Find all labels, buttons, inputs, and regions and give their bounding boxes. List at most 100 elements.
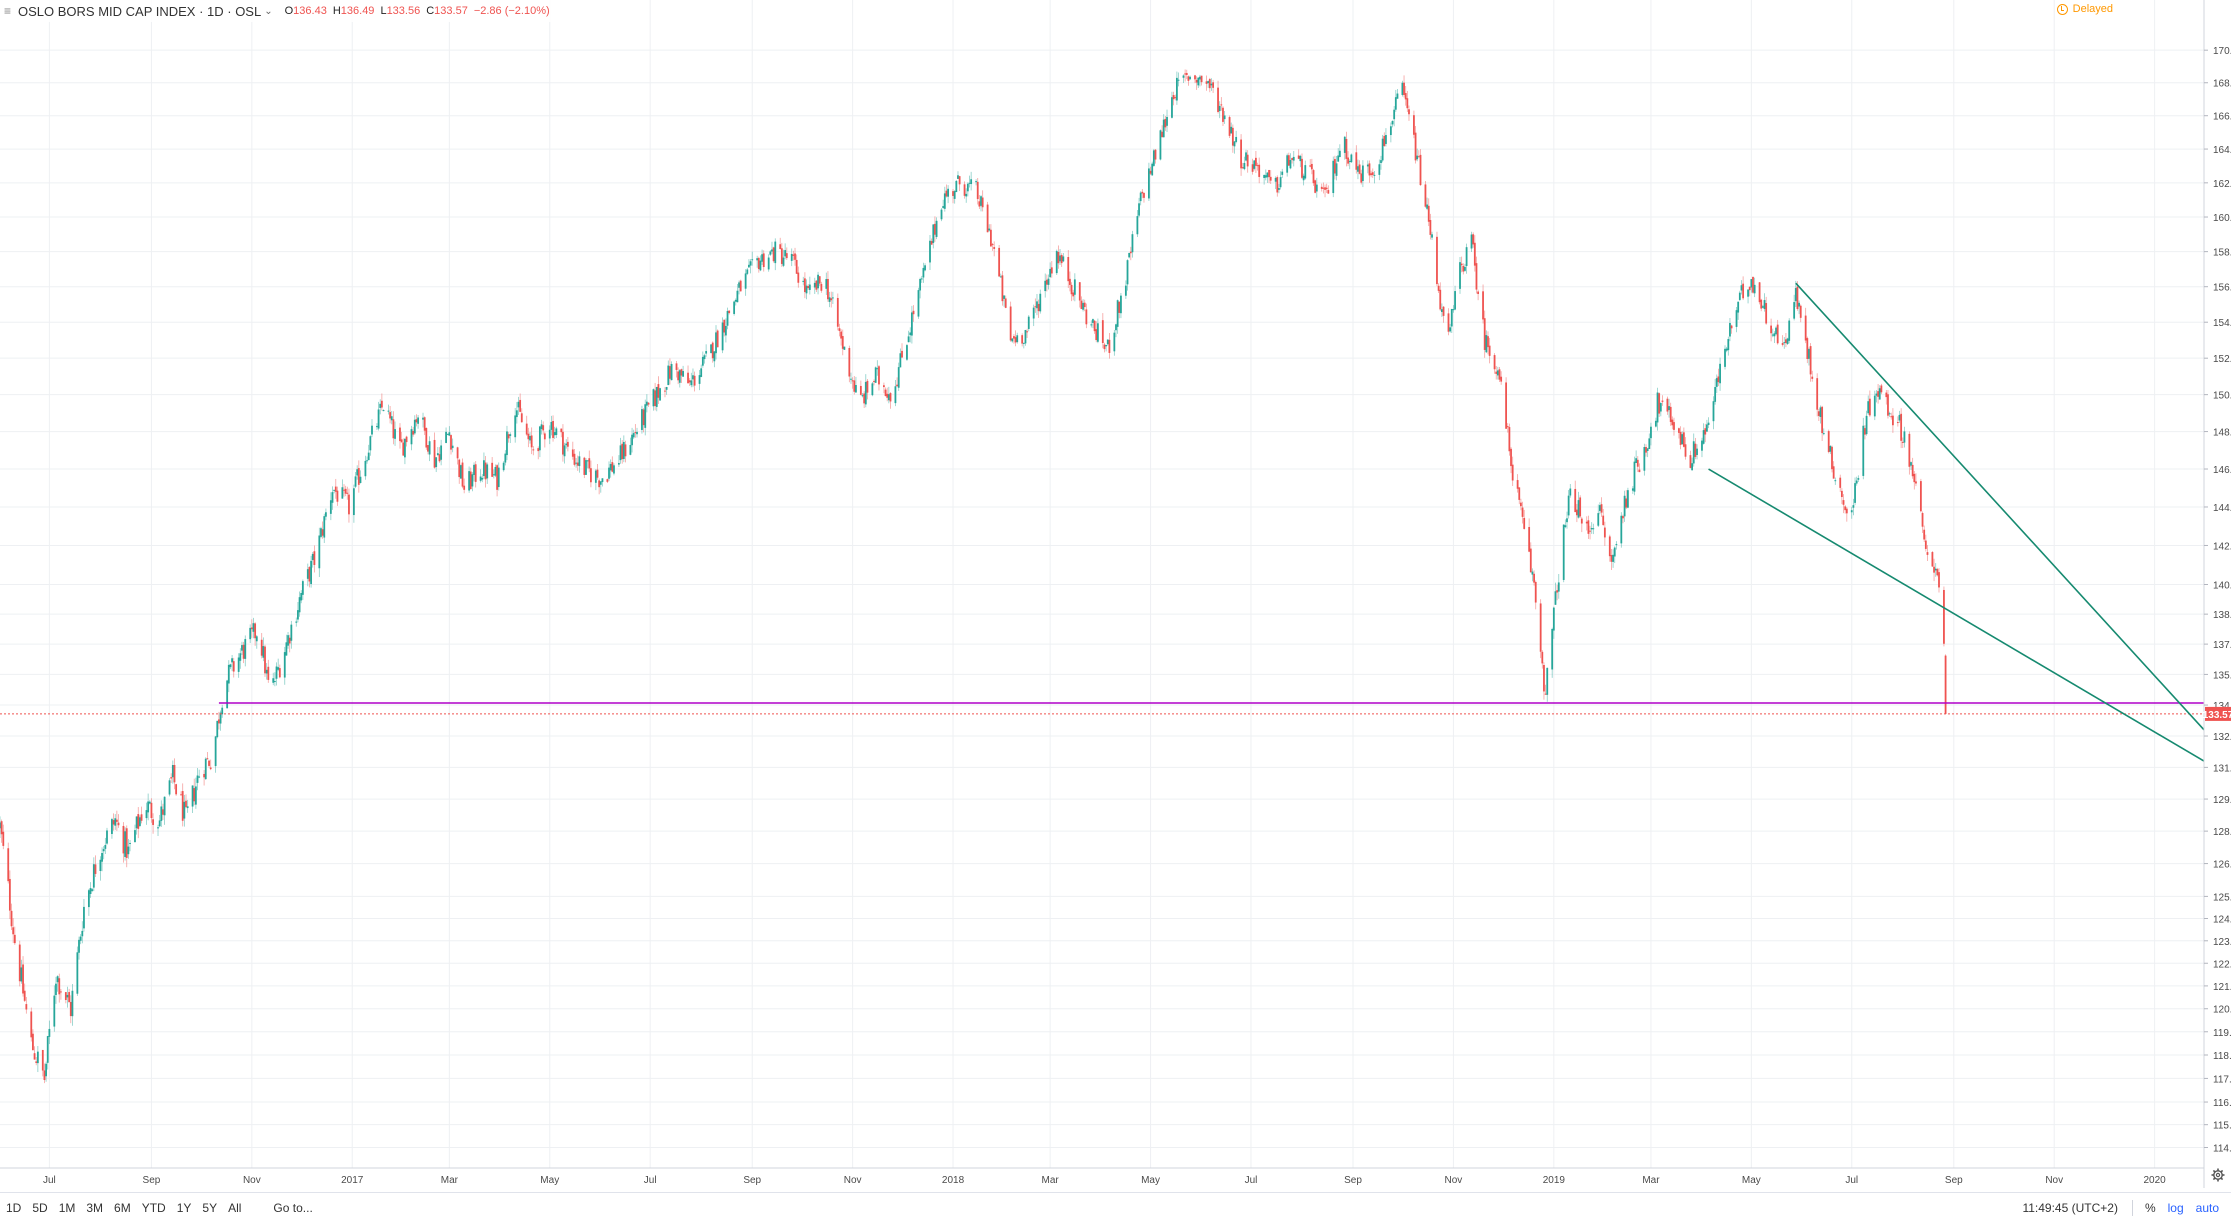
candle-body — [1310, 163, 1313, 170]
candle-body — [486, 464, 489, 479]
candle-body — [252, 623, 255, 632]
range-5d-button[interactable]: 5D — [32, 1200, 48, 1215]
clock-time[interactable]: 11:49:45 (UTC+2) — [2022, 1200, 2118, 1215]
time-tick-label: Jul — [43, 1175, 56, 1186]
price-chart[interactable]: 170.00 168.00 166.00 164.00 162.00 160.00 158.… — [0, 0, 2231, 1192]
candle-body — [636, 431, 638, 435]
candle-body — [1264, 175, 1267, 178]
candle-body — [196, 775, 199, 783]
candle-body — [700, 368, 703, 377]
candle-body — [1534, 581, 1537, 603]
candle-body — [1465, 247, 1468, 267]
log-toggle[interactable]: log — [2167, 1200, 2184, 1215]
candle-body — [1059, 255, 1061, 262]
candle-body — [91, 889, 94, 891]
candle-body — [219, 712, 222, 724]
range-1d-button[interactable]: 1D — [6, 1200, 22, 1215]
candle-body — [1072, 292, 1075, 297]
price-tick-label: 137.00 — [2213, 640, 2231, 651]
candle-body — [746, 269, 749, 274]
candle-body — [655, 387, 658, 407]
candle-body — [18, 944, 21, 982]
candle-body — [1195, 79, 1198, 83]
candle-body — [1403, 82, 1405, 95]
candle-body — [654, 390, 657, 406]
range-1y-button[interactable]: 1Y — [176, 1200, 192, 1215]
chevron-down-icon[interactable]: ⌄ — [264, 5, 273, 17]
candle-body — [517, 401, 520, 408]
candle-body — [1360, 173, 1363, 183]
candle-body — [1380, 160, 1382, 164]
candle-body — [548, 429, 551, 439]
candle-body — [306, 569, 309, 579]
candle-body — [748, 264, 750, 268]
range-5y-button[interactable]: 5Y — [202, 1200, 218, 1215]
candle-body — [578, 456, 581, 467]
range-ytd-button[interactable]: YTD — [141, 1200, 166, 1215]
candle-body — [1255, 157, 1257, 166]
candle-body — [1926, 552, 1929, 555]
symbol-menu-icon[interactable]: ≡ — [4, 4, 12, 18]
candle-body — [122, 825, 125, 854]
candle-body — [1263, 175, 1266, 178]
chart-area[interactable]: 170.00 168.00 166.00 164.00 162.00 160.00 158.… — [0, 0, 2231, 1192]
candle-body — [876, 368, 879, 370]
drawings[interactable] — [0, 282, 2205, 762]
candle-body — [264, 646, 266, 674]
candle-body — [1128, 252, 1131, 258]
price-tick-label: 121.00 — [2213, 982, 2231, 993]
candle-body — [1347, 157, 1349, 164]
candle-body — [797, 272, 800, 283]
candle-body — [1045, 279, 1048, 285]
candle-body — [448, 432, 451, 436]
candle-body — [975, 181, 977, 183]
candle-body — [1730, 325, 1733, 329]
candle-body — [631, 434, 633, 446]
settings-gear-icon[interactable] — [2211, 1168, 2225, 1182]
candle-body — [1850, 510, 1853, 513]
candle-body — [772, 247, 775, 262]
candle-body — [514, 415, 517, 438]
range-all-button[interactable]: All — [228, 1200, 242, 1215]
candle-body — [1742, 283, 1745, 299]
candle-body — [1631, 488, 1634, 491]
candle-body — [0, 821, 3, 835]
candle-body — [438, 454, 441, 462]
delayed-badge[interactable]: Delayed — [2056, 3, 2113, 15]
candle-body — [1096, 323, 1099, 342]
candle-body — [1047, 278, 1050, 285]
candle-body — [807, 286, 810, 289]
candle-body — [1322, 187, 1325, 189]
percent-toggle[interactable]: % — [2144, 1200, 2156, 1215]
candle-body — [952, 191, 954, 196]
candle-body — [590, 468, 592, 483]
candle-body — [450, 435, 452, 450]
candle-body — [260, 639, 263, 656]
symbol-title[interactable]: OSLO BORS MID CAP INDEX · 1D · OSL — [18, 3, 262, 19]
candle-body — [1116, 300, 1119, 327]
candle-body — [357, 468, 360, 485]
candle-body — [69, 1001, 72, 1017]
candle-body — [1786, 338, 1789, 344]
goto-button[interactable]: Go to... — [273, 1200, 313, 1215]
candle-body — [1854, 483, 1856, 503]
candle-body — [232, 661, 235, 672]
candle-body — [254, 623, 257, 639]
candle-body — [111, 819, 113, 834]
candle-body — [901, 350, 903, 358]
price-tick-label: 120.00 — [2213, 1005, 2231, 1016]
candle-body — [474, 464, 477, 482]
auto-toggle[interactable]: auto — [2195, 1200, 2219, 1215]
candle-body — [226, 680, 229, 709]
candle-body — [1887, 394, 1889, 416]
candle-body — [1615, 544, 1618, 546]
candle-body — [435, 457, 438, 468]
range-1m-button[interactable]: 1M — [58, 1200, 76, 1215]
candle-body — [1794, 288, 1797, 302]
candle-body — [1101, 320, 1104, 344]
range-3m-button[interactable]: 3M — [86, 1200, 104, 1215]
range-6m-button[interactable]: 6M — [114, 1200, 131, 1215]
candle-body — [479, 476, 482, 481]
candle-body — [1475, 263, 1478, 290]
candle-body — [980, 196, 982, 206]
